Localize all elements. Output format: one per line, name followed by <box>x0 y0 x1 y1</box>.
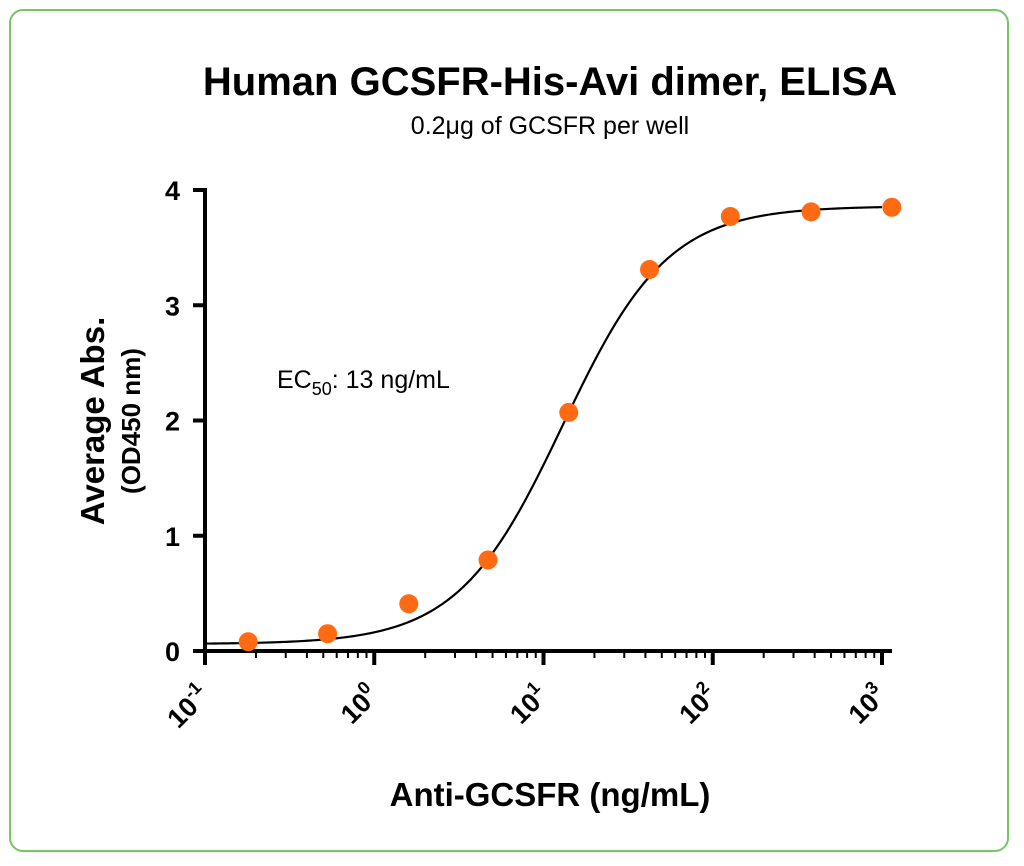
x-tick-label: 10-1 <box>159 677 216 734</box>
chart-card <box>9 9 1009 852</box>
y-axis-subtitle: (OD450 nm) <box>116 348 146 494</box>
y-tick-label: 2 <box>165 407 180 437</box>
x-tick-label: 100 <box>332 677 384 729</box>
data-point <box>478 550 498 570</box>
data-point <box>399 594 419 614</box>
chart-subtitle: 0.2μg of GCSFR per well <box>411 112 689 140</box>
data-point <box>318 624 338 644</box>
y-tick-label: 4 <box>165 176 180 206</box>
x-tick-labels: 10-1 100 101 102 103 <box>159 677 892 734</box>
y-tick-label: 0 <box>165 637 180 667</box>
fit-curve <box>204 206 883 645</box>
data-point <box>801 202 821 222</box>
y-tick-labels: 0 1 2 3 4 <box>165 176 180 667</box>
data-points <box>238 197 902 652</box>
axes <box>193 188 892 665</box>
data-point <box>882 197 902 217</box>
x-tick-label: 103 <box>840 677 892 729</box>
fit-curve-group <box>204 206 883 645</box>
data-point <box>559 402 579 422</box>
y-tick-label: 1 <box>165 522 180 552</box>
x-axis-title: Anti-GCSFR (ng/mL) <box>390 776 711 813</box>
y-tick-label: 3 <box>165 291 180 321</box>
data-point <box>640 260 660 280</box>
ec50-annotation: EC50: 13 ng/mL <box>277 366 450 399</box>
y-axis-title: Average Abs. <box>74 317 111 525</box>
chart-title: Human GCSFR-His-Avi dimer, ELISA <box>203 60 897 104</box>
data-point <box>720 207 740 227</box>
data-point <box>238 632 258 652</box>
x-tick-label: 102 <box>671 677 723 729</box>
x-tick-label: 101 <box>501 677 553 729</box>
